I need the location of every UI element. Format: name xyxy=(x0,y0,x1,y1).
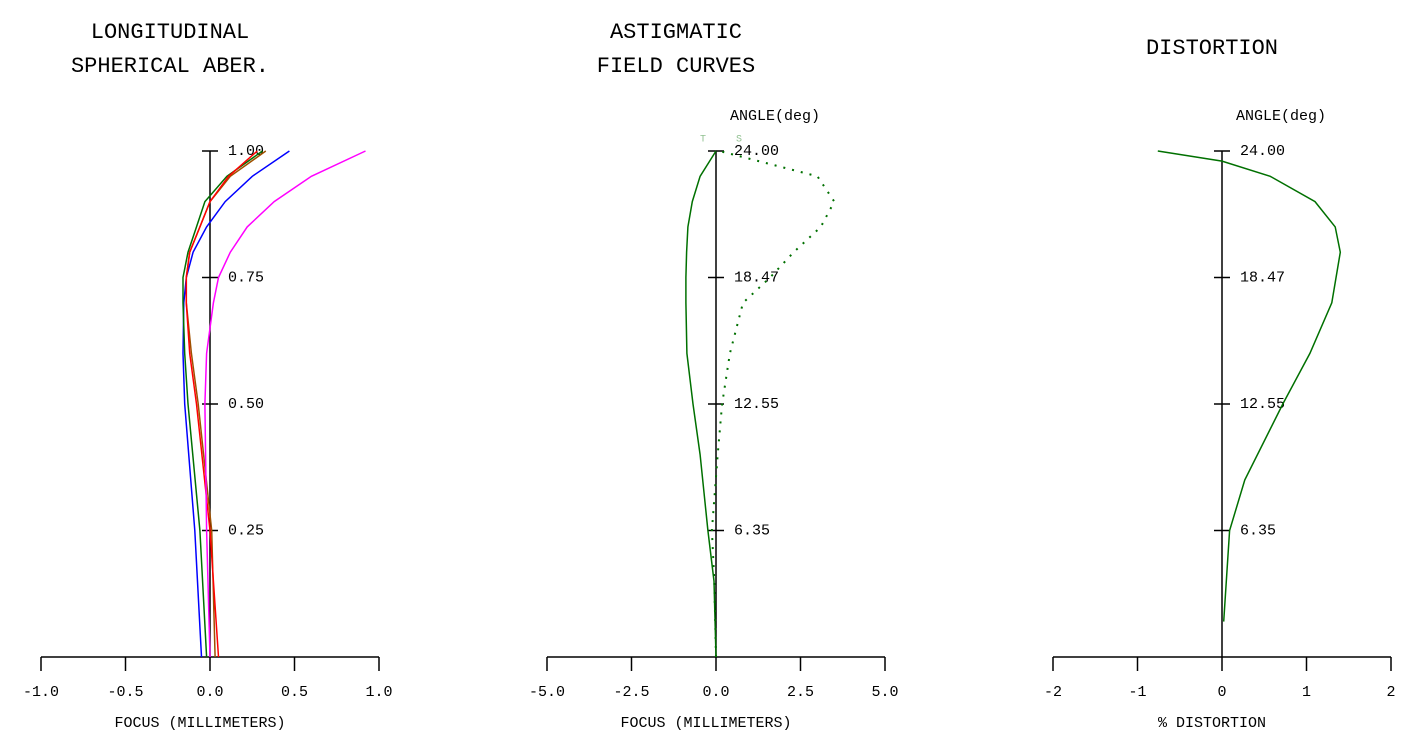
x-tick-label: 2.5 xyxy=(787,684,814,701)
legend-entry: T xyxy=(700,135,706,146)
x-tick-label: 1 xyxy=(1302,684,1311,701)
y-tick-label: 6.35 xyxy=(1240,522,1276,539)
series-line xyxy=(182,150,263,658)
y-axis-label: ANGLE(deg) xyxy=(730,108,820,125)
series-line xyxy=(685,150,717,658)
panel-title: DISTORTION xyxy=(1146,36,1278,61)
x-tick-label: -1 xyxy=(1128,684,1146,701)
x-tick-label: -5.0 xyxy=(529,684,565,701)
x-tick-label: 1.0 xyxy=(365,684,392,701)
panel-title: ASTIGMATIC xyxy=(610,20,742,45)
series-line xyxy=(1157,150,1342,622)
y-tick-label: 24.00 xyxy=(1240,143,1285,160)
legend-entry: S xyxy=(736,135,742,146)
series-line xyxy=(204,150,366,658)
y-tick-label: 0.25 xyxy=(228,522,264,539)
y-tick-label: 18.47 xyxy=(734,269,779,286)
y-tick-label: 6.35 xyxy=(734,522,770,539)
x-tick-label: 0 xyxy=(1217,684,1226,701)
x-tick-label: 0.0 xyxy=(196,684,223,701)
x-axis-label: % DISTORTION xyxy=(1158,715,1266,732)
y-tick-label: 0.75 xyxy=(228,269,264,286)
y-tick-label: 12.55 xyxy=(734,396,779,413)
x-tick-label: 2 xyxy=(1386,684,1395,701)
x-tick-label: -2 xyxy=(1044,684,1062,701)
y-tick-label: 24.00 xyxy=(734,143,779,160)
y-tick-label: 18.47 xyxy=(1240,269,1285,286)
x-tick-label: -0.5 xyxy=(107,684,143,701)
y-tick-label: 1.00 xyxy=(228,143,264,160)
x-axis-label: FOCUS (MILLIMETERS) xyxy=(114,715,285,732)
x-tick-label: 5.0 xyxy=(871,684,898,701)
series-line xyxy=(710,150,836,658)
series-line xyxy=(185,150,258,658)
panel-title: SPHERICAL ABER. xyxy=(71,54,269,79)
x-tick-label: -1.0 xyxy=(23,684,59,701)
x-axis-label: FOCUS (MILLIMETERS) xyxy=(620,715,791,732)
x-tick-label: 0.5 xyxy=(281,684,308,701)
y-tick-label: 0.50 xyxy=(228,396,264,413)
y-axis-label: ANGLE(deg) xyxy=(1236,108,1326,125)
y-tick-label: 12.55 xyxy=(1240,396,1285,413)
x-tick-label: -2.5 xyxy=(613,684,649,701)
panel-title: LONGITUDINAL xyxy=(91,20,249,45)
panel-title: FIELD CURVES xyxy=(597,54,755,79)
x-tick-label: 0.0 xyxy=(702,684,729,701)
